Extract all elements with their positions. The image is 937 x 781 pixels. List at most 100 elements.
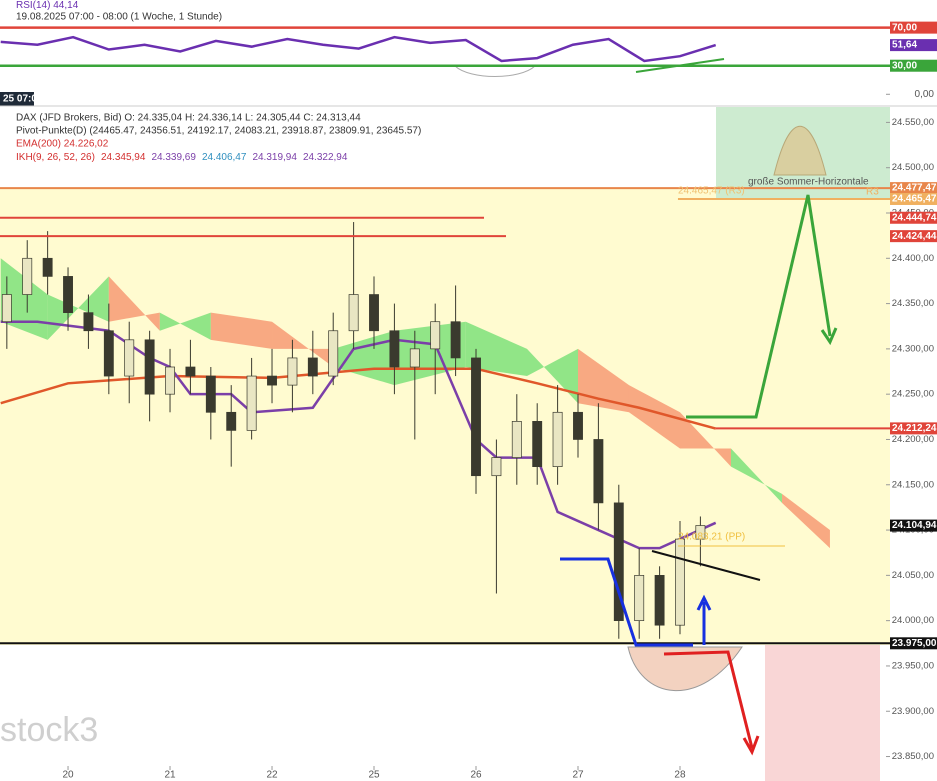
ikh-value: 24.319,94	[252, 152, 297, 163]
price-tag-label: 24.465,47	[892, 194, 937, 205]
x-tick-label: 25	[368, 770, 380, 781]
cloud-segment	[628, 385, 680, 449]
rsi-trend-line	[635, 58, 725, 73]
candle-body	[573, 411, 583, 440]
price-tag	[890, 230, 937, 243]
cloud-segment	[0, 258, 48, 340]
time-label-box	[0, 92, 34, 106]
candle-body	[471, 357, 481, 477]
candle-body	[103, 330, 114, 377]
blue-arrow	[696, 594, 712, 645]
candle-body	[430, 321, 441, 350]
cloud-segment	[679, 412, 731, 467]
ikh-value: 24.345,94	[101, 152, 146, 163]
candle-body	[287, 357, 298, 386]
price-tag	[890, 39, 937, 52]
x-tick-label: 20	[62, 770, 74, 781]
y-tick-label: 24.200,00	[892, 434, 934, 445]
cloud-segment	[527, 348, 579, 404]
ikh-value: 24.339,69	[151, 152, 196, 163]
x-tick-label: 26	[470, 770, 482, 781]
candle-body	[675, 538, 685, 626]
price-tag-label: 24.212,24	[892, 423, 937, 434]
y-tick-label: 24.400,00	[892, 253, 934, 264]
y-tick-label: 24.000,00	[892, 615, 934, 626]
x-tick-label: 22	[266, 770, 278, 781]
cloud-segment	[730, 448, 782, 503]
cloud-segment	[47, 276, 109, 340]
x-tick-label: 21	[164, 770, 176, 781]
price-tag	[890, 422, 937, 435]
annotation: große Sommer-Horizontale	[748, 177, 869, 188]
y-tick-label: 24.300,00	[892, 343, 934, 354]
price-tag-label: 24.444,74	[892, 212, 937, 223]
price-tag	[890, 59, 937, 72]
cloud-segment	[210, 312, 273, 349]
price-tag	[890, 192, 937, 205]
candle-body	[42, 257, 53, 277]
legend-pivot: Pivot-Punkte(D) (24465.47, 24356.51, 241…	[16, 126, 421, 137]
candle-body	[1, 294, 12, 323]
annotation: R3	[866, 187, 879, 198]
candle-body	[205, 375, 216, 413]
rsi-axis	[890, 0, 937, 106]
price-tag-label: 24.477,47	[892, 183, 937, 194]
annotation: 24.465,47 (R3)	[678, 186, 745, 197]
candle-body	[246, 375, 257, 431]
y-tick-label: 24.550,00	[892, 117, 934, 128]
blue-path	[560, 557, 693, 647]
candle-body	[185, 366, 196, 377]
legend-ikh: IKH(9, 26, 52, 26) 24.345,94 24.339,69 24.4…	[16, 152, 348, 163]
legend-ema: EMA(200) 24.226,02	[16, 139, 109, 150]
candle-body	[226, 411, 237, 431]
y-tick-label: 24.150,00	[892, 479, 934, 490]
ikh-name: IKH(9, 26, 52, 26)	[16, 152, 95, 163]
y-tick-label: 23.850,00	[892, 751, 934, 762]
cloud-segment	[108, 276, 160, 331]
candle-body	[369, 294, 379, 332]
price-tag-label: 51,64	[892, 40, 917, 51]
y-tick-label: 24.250,00	[892, 389, 934, 400]
candle-body	[83, 312, 94, 332]
y-tick-label: 23.950,00	[892, 660, 934, 671]
drawings	[560, 58, 838, 756]
bell-curve	[773, 126, 827, 176]
candle-body	[634, 575, 645, 622]
risk-zone	[765, 645, 880, 781]
rsi-header: RSI(14) 44,14	[16, 0, 79, 11]
cloud-segment	[465, 321, 528, 377]
y-tick-label: 24.350,00	[892, 298, 934, 309]
cloud-segment	[781, 493, 830, 549]
y-tick-label: 24.050,00	[892, 570, 934, 581]
candle-body	[328, 330, 339, 377]
price-tag	[890, 21, 937, 34]
rsi-bowl	[454, 65, 536, 77]
candle-body	[491, 457, 502, 477]
price-tag-label: 30,00	[892, 60, 917, 71]
x-tick-label: 27	[572, 770, 584, 781]
watermark: stock3	[0, 711, 98, 749]
price-tag-label: 24.104,94	[892, 520, 937, 531]
price-tag	[890, 637, 937, 650]
indicator-line	[0, 367, 717, 430]
candle-body	[532, 421, 543, 467]
candle-body	[450, 321, 461, 359]
candle-body	[348, 294, 359, 332]
candle-body	[22, 257, 33, 295]
green-arrow	[686, 194, 832, 419]
price-tag	[890, 519, 937, 532]
rsi-name: RSI(14)	[16, 0, 50, 11]
y-tick-label: 23.900,00	[892, 706, 934, 717]
arrow-head	[820, 327, 838, 346]
y-tick-label: 24.500,00	[892, 162, 934, 173]
price-tag-label: 70,00	[892, 22, 917, 33]
x-tick-label: 28	[674, 770, 686, 781]
candle-body	[409, 348, 420, 368]
time-label: 25 07:00	[3, 94, 43, 105]
period: 19.08.2025 07:00 - 08:00 (1 Woche, 1 Stu…	[16, 12, 222, 23]
trend-line	[651, 550, 761, 581]
price-tag	[890, 182, 937, 195]
candle-body	[389, 330, 400, 368]
ikh-value: 24.322,94	[303, 152, 348, 163]
